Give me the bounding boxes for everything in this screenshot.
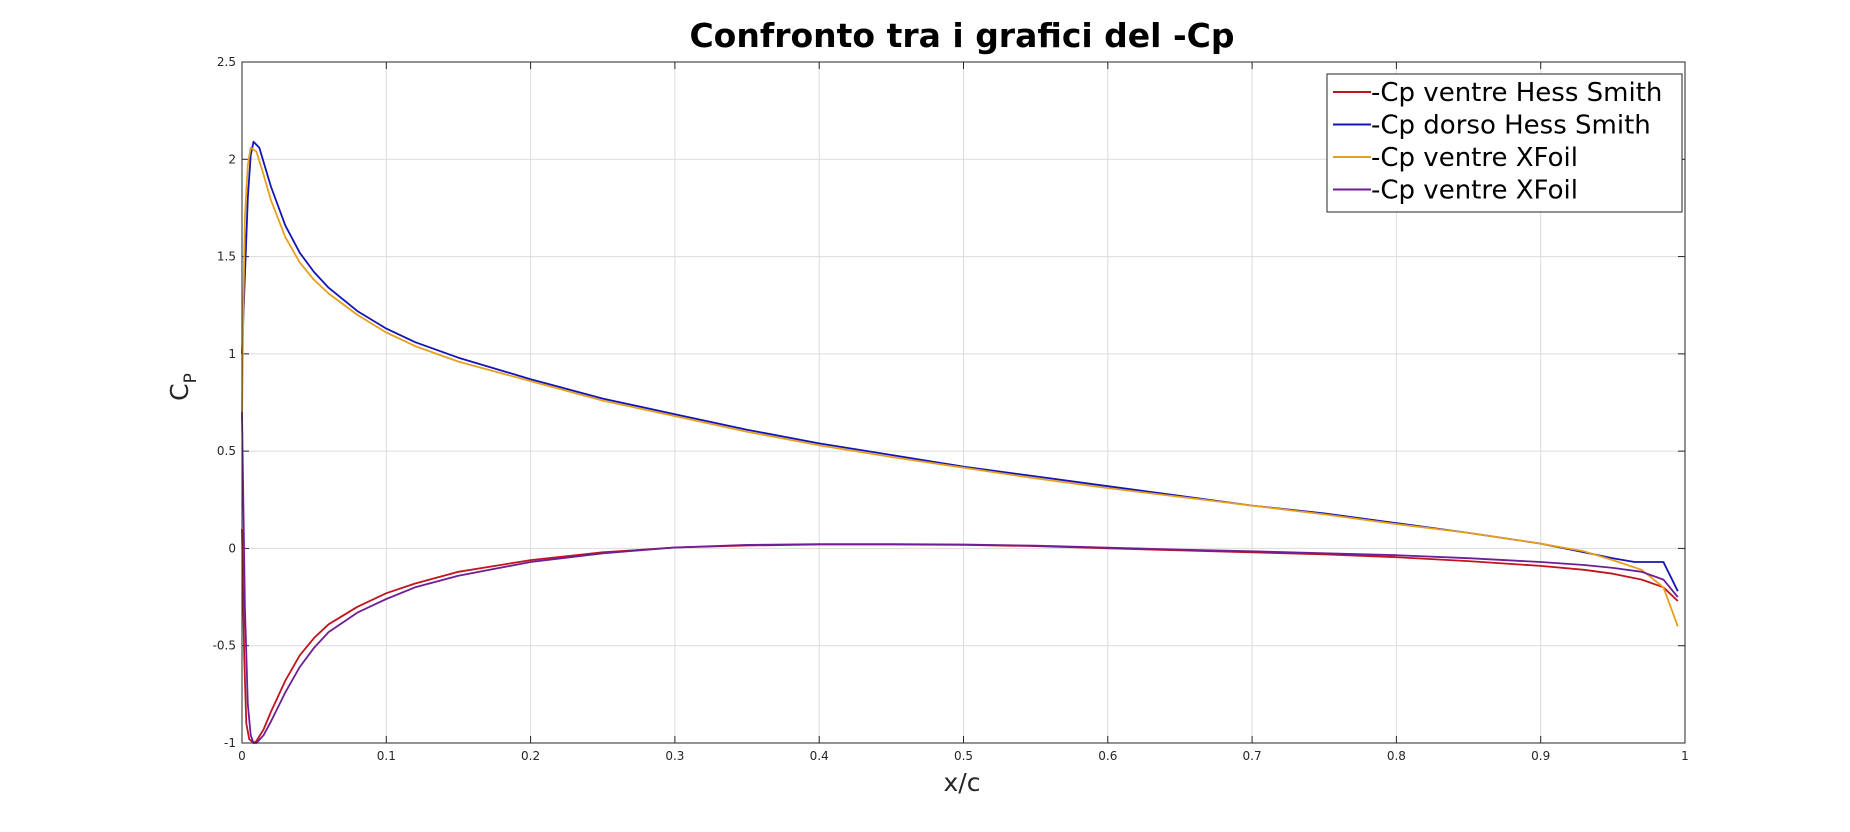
y-tick-label: 0.5 [217,444,236,458]
x-tick-label: 0.3 [665,749,684,763]
legend-box [1326,73,1683,213]
y-tick-label: -1 [224,736,236,750]
y-tick-label: -0.5 [213,639,236,653]
legend-entry-label: -Cp ventre XFoil [1371,143,1578,173]
svg-text:CP: CP [165,373,201,401]
x-tick-label: 0.9 [1531,749,1550,763]
x-tick-label: 0.5 [954,749,973,763]
series-line-3 [241,146,1679,627]
y-axis-label: CP [165,373,201,401]
series-lines [241,140,1679,744]
y-axis-label-subscript: P [181,373,201,383]
legend[interactable]: -Cp ventre Hess Smith-Cp dorso Hess Smit… [1326,73,1683,213]
x-tick-label: 0.4 [810,749,829,763]
x-tick-label: 0.6 [1098,749,1117,763]
x-tick-label: 0.7 [1243,749,1262,763]
legend-entry-label: -Cp ventre Hess Smith [1371,78,1662,108]
x-tick-label: 0 [238,749,246,763]
series-line-4 [241,412,1679,744]
plot-frame [241,61,1686,744]
y-tick-label: 2.5 [217,55,236,69]
x-tick-label: 0.1 [377,749,396,763]
y-axis-label-main: C [165,383,194,400]
legend-entry-label: -Cp dorso Hess Smith [1371,111,1651,141]
x-tick-label: 0.8 [1387,749,1406,763]
y-tick-label: 2 [228,152,236,166]
legend-entry-label: -Cp ventre XFoil [1371,176,1578,206]
y-tick-label: 1.5 [217,250,236,264]
chart-title: Confronto tra i grafici del -Cp [689,16,1234,55]
y-tick-label: 0 [228,541,236,555]
x-tick-label: 0.2 [521,749,540,763]
axis-ticks: 0 0.1 0.2 0.3 0.4 0.5 0.6 0.7 0.8 0.9 1 -1 -0.5 0 0.5 1… [213,55,1689,763]
x-tick-label: 1 [1681,749,1689,763]
y-tick-label: 1 [228,347,236,361]
x-axis-label: x/c [944,768,981,797]
